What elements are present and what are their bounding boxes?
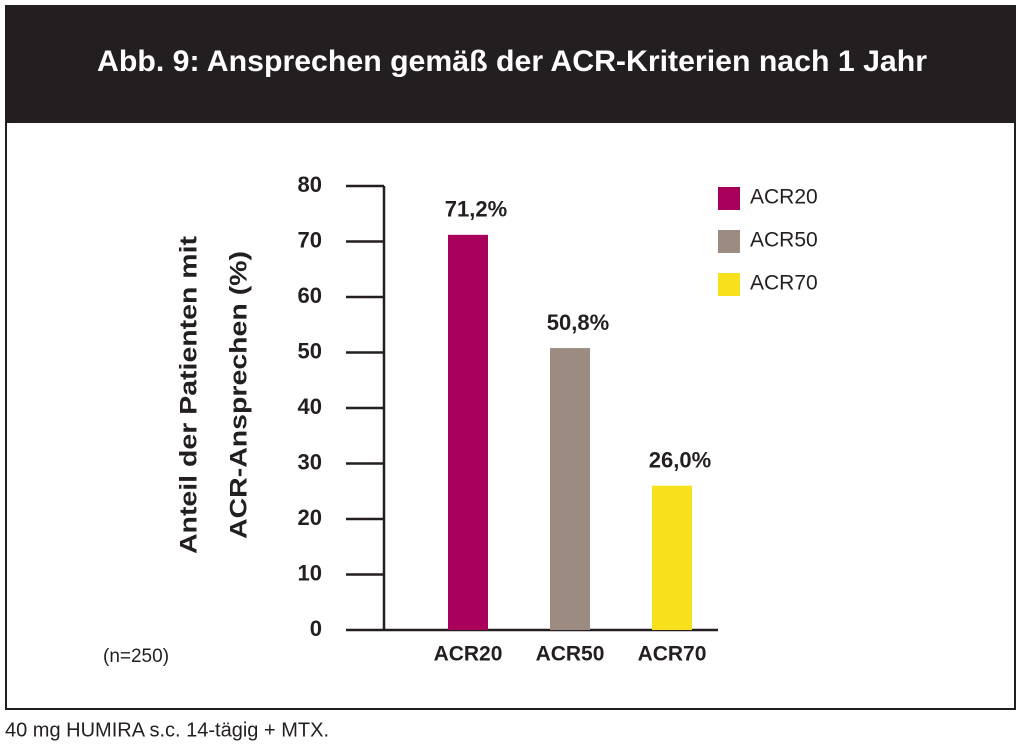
y-axis-label: ACR-Ansprechen (%) <box>225 251 252 539</box>
y-tick-label: 20 <box>298 505 322 530</box>
legend-swatch <box>718 273 740 296</box>
y-tick-label: 80 <box>298 172 322 197</box>
chart-title: Abb. 9: Ansprechen gemäß der ACR-Kriteri… <box>97 45 927 78</box>
y-tick-label: 10 <box>298 560 322 585</box>
legend-swatch <box>718 187 740 210</box>
title-bar <box>5 5 1016 122</box>
legend-label: ACR50 <box>750 229 818 252</box>
legend-swatch <box>718 230 740 253</box>
y-tick-label: 50 <box>298 338 322 363</box>
y-tick-label: 70 <box>298 227 322 252</box>
value-label: 50,8% <box>547 310 609 335</box>
y-tick-label: 0 <box>310 616 322 641</box>
y-axis-label: Anteil der Patienten mit <box>175 236 202 554</box>
value-label: 71,2% <box>445 197 507 222</box>
legend-label: ACR20 <box>750 186 818 209</box>
x-tick-label: ACR20 <box>434 643 503 666</box>
bar <box>448 234 488 630</box>
legend-label: ACR70 <box>750 272 818 295</box>
bar <box>652 485 692 630</box>
y-tick-label: 40 <box>298 394 322 419</box>
y-tick-label: 60 <box>298 283 322 308</box>
annotation: (n=250) <box>103 646 169 667</box>
frame <box>5 121 1016 710</box>
bar <box>550 348 590 630</box>
footnote: 40 mg HUMIRA s.c. 14-tägig + MTX. <box>5 719 329 741</box>
y-tick-label: 30 <box>298 449 322 474</box>
value-label: 26,0% <box>649 448 711 473</box>
x-tick-label: ACR50 <box>536 643 605 666</box>
x-tick-label: ACR70 <box>638 643 707 666</box>
